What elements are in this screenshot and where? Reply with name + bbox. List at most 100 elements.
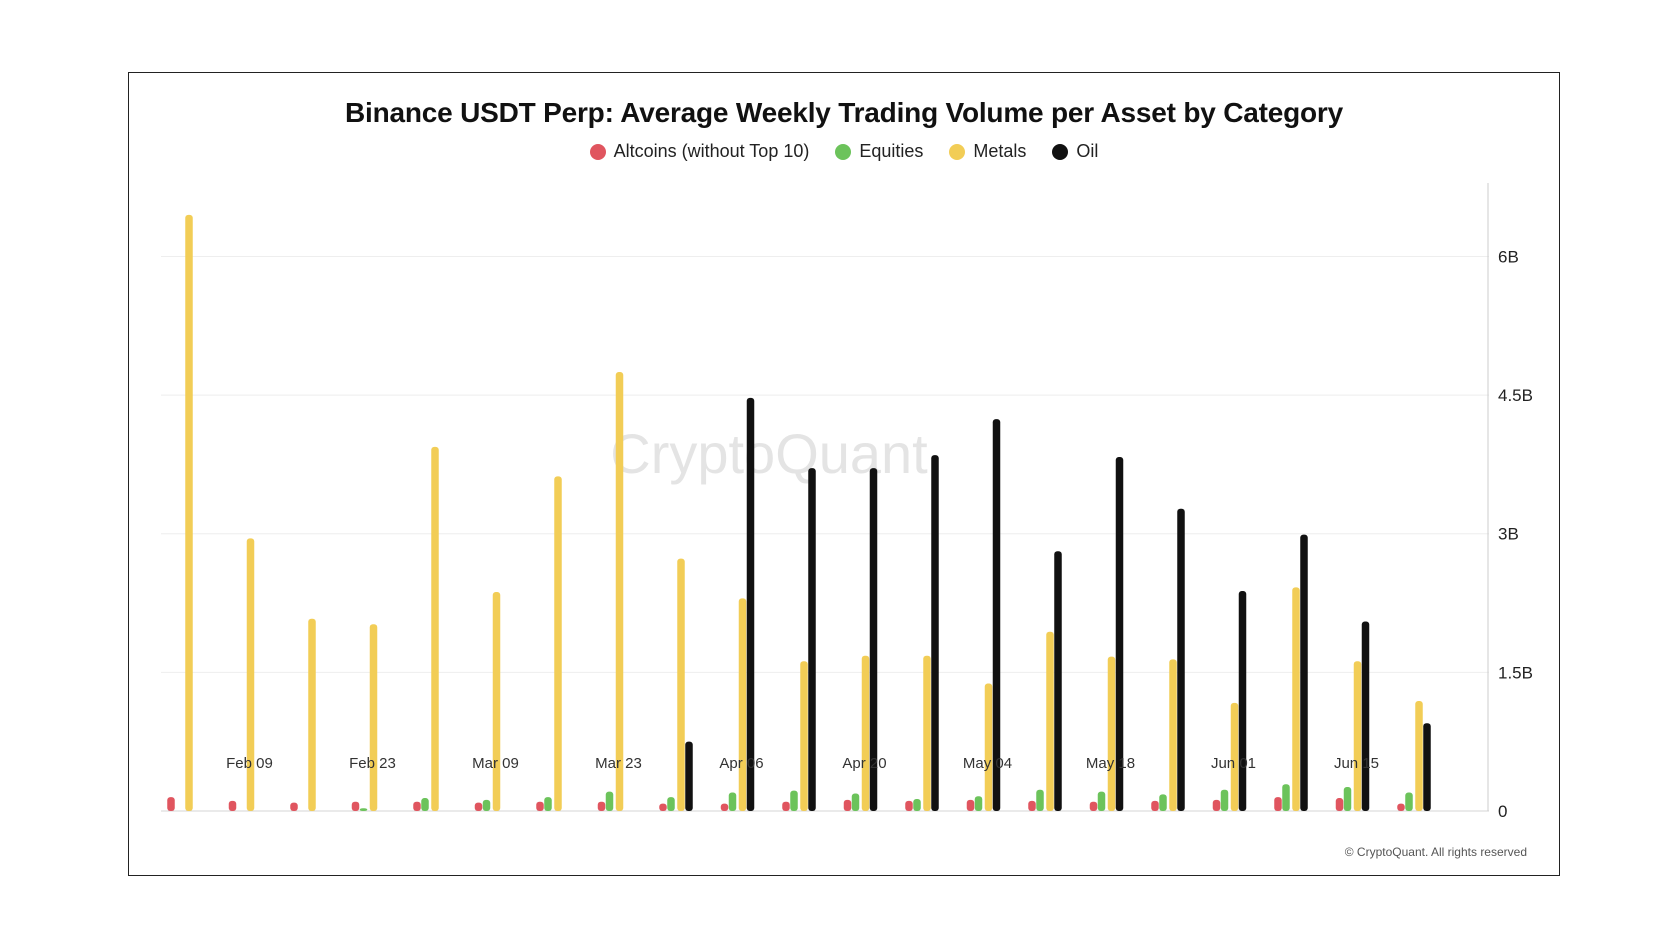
bar-equities-16[interactable] — [1159, 794, 1167, 811]
bar-altcoins-7[interactable] — [597, 801, 606, 811]
bar-equities-9[interactable] — [728, 792, 737, 811]
bar-altcoins-2[interactable] — [290, 802, 298, 811]
y-tick-label: 3B — [1498, 525, 1519, 544]
bar-equities-12[interactable] — [913, 798, 921, 811]
bar-oil-8[interactable] — [685, 741, 693, 811]
legend-item-metals[interactable]: Metals — [949, 141, 1026, 162]
bar-altcoins-3[interactable] — [351, 801, 360, 811]
legend-label-altcoins: Altcoins (without Top 10) — [613, 141, 810, 161]
bar-equities-18[interactable] — [1282, 784, 1290, 811]
bar-metals-9[interactable] — [738, 598, 747, 811]
bar-altcoins-9[interactable] — [720, 803, 729, 811]
x-tick-label: May 18 — [1086, 755, 1135, 772]
legend-label-equities: Equities — [859, 141, 924, 161]
x-tick-label: Apr 20 — [842, 755, 886, 772]
bar-altcoins-11[interactable] — [843, 799, 852, 811]
bar-equities-6[interactable] — [544, 797, 552, 811]
bar-metals-19[interactable] — [1353, 661, 1362, 811]
bar-metals-18[interactable] — [1292, 587, 1300, 811]
bar-altcoins-5[interactable] — [474, 802, 483, 811]
bar-equities-10[interactable] — [790, 790, 798, 811]
bar-altcoins-16[interactable] — [1151, 800, 1159, 811]
bar-altcoins-18[interactable] — [1274, 797, 1282, 811]
bar-equities-7[interactable] — [605, 791, 614, 811]
bar-metals-1[interactable] — [246, 538, 255, 811]
grid-layer — [161, 255, 1489, 812]
chart-legend: Altcoins (without Top 10) Equities Metal… — [129, 141, 1559, 162]
bar-equities-17[interactable] — [1220, 789, 1229, 811]
bar-metals-11[interactable] — [861, 655, 870, 811]
bar-metals-3[interactable] — [369, 624, 378, 811]
bar-equities-8[interactable] — [667, 797, 675, 811]
bar-metals-14[interactable] — [1046, 631, 1054, 811]
bar-altcoins-4[interactable] — [413, 801, 421, 811]
bar-equities-19[interactable] — [1343, 786, 1352, 811]
legend-swatch-equities — [835, 143, 852, 160]
bar-metals-8[interactable] — [677, 558, 685, 811]
bar-metals-7[interactable] — [615, 371, 624, 811]
bar-oil-20[interactable] — [1423, 723, 1431, 811]
legend-swatch-metals — [949, 143, 966, 160]
bar-equities-11[interactable] — [851, 793, 860, 811]
bar-metals-4[interactable] — [431, 446, 439, 811]
bar-oil-11[interactable] — [869, 468, 878, 811]
x-tick-label: Mar 23 — [595, 755, 642, 772]
y-tick-label: 0 — [1498, 802, 1507, 821]
axis-layer: 0 1.5B 3B 4.5B 6B Feb 09 Feb 23 Mar 09 Mar 23 Apr… — [226, 183, 1533, 821]
bar-oil-13[interactable] — [992, 419, 1001, 811]
bar-altcoins-10[interactable] — [782, 801, 790, 811]
bar-equities-14[interactable] — [1036, 789, 1044, 811]
bar-oil-17[interactable] — [1238, 591, 1247, 811]
bar-equities-3[interactable] — [359, 808, 368, 811]
bar-metals-0[interactable] — [185, 214, 193, 811]
bar-altcoins-14[interactable] — [1028, 800, 1036, 811]
bar-oil-15[interactable] — [1115, 457, 1124, 811]
bar-altcoins-17[interactable] — [1212, 799, 1221, 811]
bar-metals-10[interactable] — [800, 661, 808, 811]
bar-altcoins-12[interactable] — [905, 800, 913, 811]
bar-altcoins-20[interactable] — [1397, 803, 1405, 811]
bar-equities-13[interactable] — [974, 796, 983, 811]
bar-metals-13[interactable] — [984, 683, 993, 811]
bar-metals-17[interactable] — [1230, 702, 1239, 811]
bar-metals-12[interactable] — [923, 655, 931, 811]
legend-label-oil: Oil — [1076, 141, 1099, 161]
bar-oil-19[interactable] — [1361, 621, 1370, 811]
x-tick-label: Feb 23 — [349, 755, 396, 772]
bar-altcoins-8[interactable] — [659, 803, 667, 811]
bar-metals-20[interactable] — [1415, 701, 1423, 811]
x-tick-label: Apr 06 — [719, 755, 763, 772]
y-tick-label: 6B — [1498, 247, 1519, 266]
legend-label-metals: Metals — [973, 141, 1027, 161]
chart-frame: Binance USDT Perp: Average Weekly Tradin… — [128, 72, 1560, 876]
legend-item-oil[interactable]: Oil — [1052, 141, 1098, 162]
legend-item-altcoins[interactable]: Altcoins (without Top 10) — [589, 141, 810, 162]
bar-metals-2[interactable] — [308, 618, 316, 811]
bar-equities-5[interactable] — [482, 799, 491, 811]
bar-equities-20[interactable] — [1405, 792, 1413, 811]
bar-oil-10[interactable] — [808, 468, 816, 811]
bar-altcoins-15[interactable] — [1089, 801, 1098, 811]
bar-altcoins-0[interactable] — [167, 797, 175, 811]
bar-altcoins-6[interactable] — [536, 801, 544, 811]
x-tick-label: May 04 — [963, 755, 1012, 772]
bar-metals-5[interactable] — [492, 591, 501, 811]
bars-layer — [167, 214, 1431, 811]
bar-equities-4[interactable] — [421, 798, 429, 811]
bar-oil-14[interactable] — [1054, 551, 1062, 811]
y-tick-label: 1.5B — [1498, 663, 1533, 682]
legend-item-equities[interactable]: Equities — [835, 141, 923, 162]
y-tick-label: 4.5B — [1498, 386, 1533, 405]
bar-metals-6[interactable] — [554, 476, 562, 811]
bar-oil-18[interactable] — [1300, 534, 1308, 811]
bar-metals-16[interactable] — [1169, 659, 1177, 811]
bar-metals-15[interactable] — [1107, 656, 1116, 811]
x-tick-label: Jun 01 — [1211, 755, 1256, 772]
bar-oil-16[interactable] — [1177, 508, 1185, 811]
bar-oil-12[interactable] — [931, 455, 939, 811]
bar-oil-9[interactable] — [746, 397, 755, 811]
bar-altcoins-19[interactable] — [1335, 798, 1344, 811]
bar-equities-15[interactable] — [1097, 791, 1106, 811]
bar-altcoins-13[interactable] — [966, 799, 975, 811]
bar-altcoins-1[interactable] — [228, 800, 237, 811]
